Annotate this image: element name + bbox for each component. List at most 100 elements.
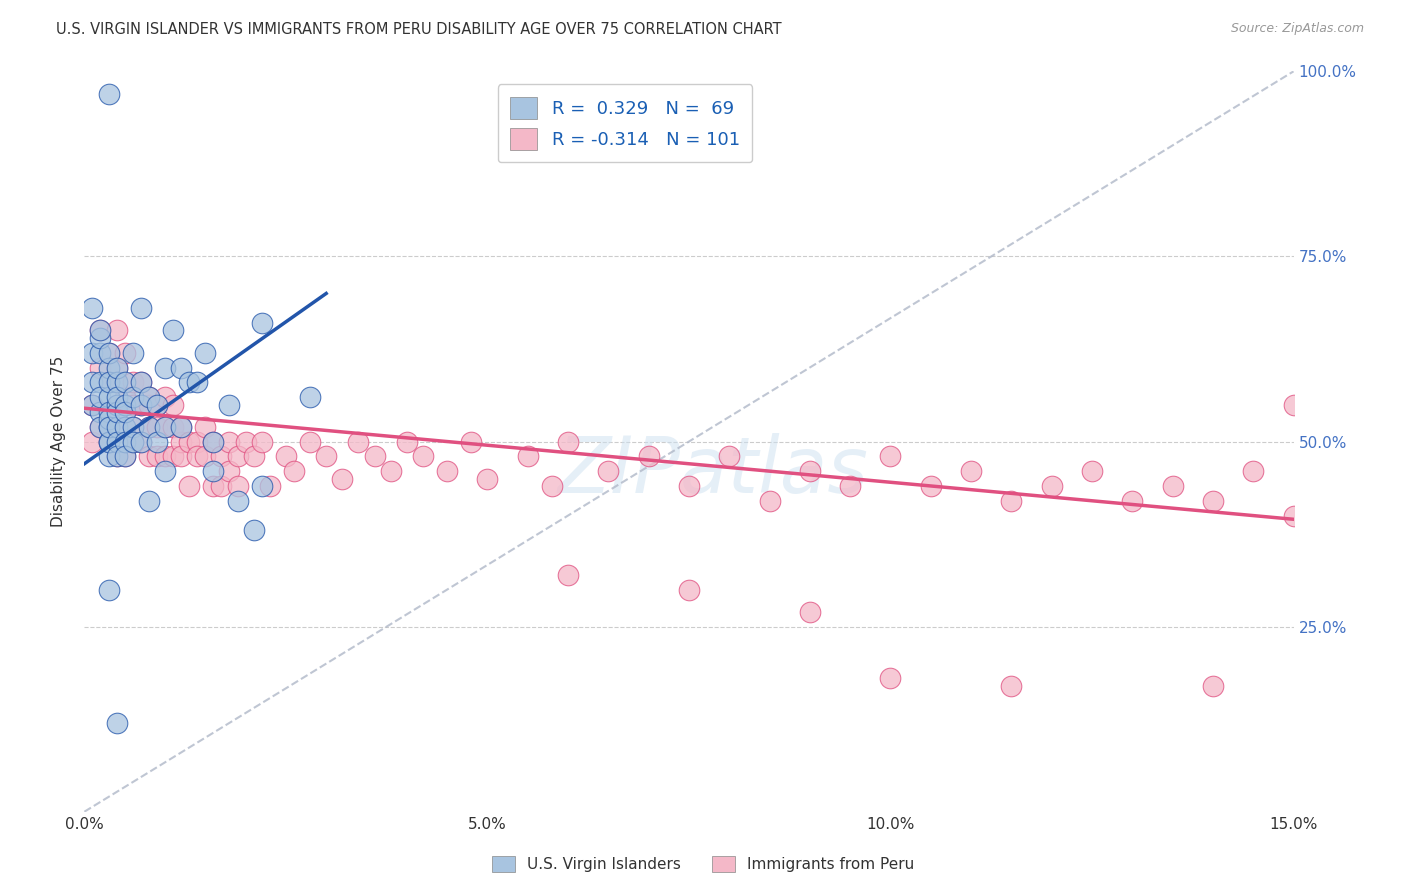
Point bbox=[250, 316, 273, 330]
Point bbox=[170, 434, 193, 449]
Point bbox=[153, 390, 176, 404]
Point bbox=[758, 493, 780, 508]
Point bbox=[114, 390, 136, 404]
Point bbox=[129, 376, 152, 390]
Point bbox=[250, 434, 273, 449]
Point bbox=[89, 390, 111, 404]
Point bbox=[162, 324, 184, 338]
Point bbox=[105, 450, 128, 464]
Point bbox=[218, 464, 240, 478]
Point bbox=[82, 434, 104, 449]
Point bbox=[1081, 464, 1104, 478]
Point bbox=[105, 450, 128, 464]
Point bbox=[97, 376, 120, 390]
Point bbox=[250, 479, 273, 493]
Point bbox=[460, 434, 482, 449]
Point bbox=[114, 450, 136, 464]
Y-axis label: Disability Age Over 75: Disability Age Over 75 bbox=[51, 356, 66, 527]
Point bbox=[97, 434, 120, 449]
Point bbox=[138, 419, 160, 434]
Point bbox=[114, 405, 136, 419]
Point bbox=[1000, 493, 1022, 508]
Point bbox=[179, 479, 201, 493]
Point bbox=[105, 390, 128, 404]
Point bbox=[97, 434, 120, 449]
Point bbox=[170, 419, 193, 434]
Point bbox=[879, 450, 901, 464]
Point bbox=[557, 567, 579, 582]
Point bbox=[153, 419, 176, 434]
Point bbox=[114, 345, 136, 359]
Point bbox=[242, 450, 264, 464]
Point bbox=[82, 301, 104, 316]
Point bbox=[114, 398, 136, 412]
Point bbox=[347, 434, 370, 449]
Point bbox=[186, 450, 208, 464]
Point bbox=[1000, 679, 1022, 693]
Point bbox=[242, 524, 264, 538]
Point bbox=[82, 398, 104, 412]
Point bbox=[380, 464, 402, 478]
Point bbox=[194, 345, 217, 359]
Point bbox=[121, 419, 143, 434]
Point bbox=[138, 390, 160, 404]
Point bbox=[129, 434, 152, 449]
Point bbox=[114, 434, 136, 449]
Point bbox=[330, 471, 353, 485]
Point bbox=[1161, 479, 1184, 493]
Text: U.S. VIRGIN ISLANDER VS IMMIGRANTS FROM PERU DISABILITY AGE OVER 75 CORRELATION : U.S. VIRGIN ISLANDER VS IMMIGRANTS FROM … bbox=[56, 22, 782, 37]
Point bbox=[557, 434, 579, 449]
Point bbox=[477, 471, 499, 485]
Point bbox=[170, 450, 193, 464]
Point bbox=[153, 360, 176, 375]
Point bbox=[146, 450, 169, 464]
Point bbox=[97, 419, 120, 434]
Point bbox=[138, 493, 160, 508]
Point bbox=[97, 345, 120, 359]
Point bbox=[114, 450, 136, 464]
Point bbox=[105, 434, 128, 449]
Point bbox=[138, 390, 160, 404]
Point bbox=[105, 360, 128, 375]
Point bbox=[121, 434, 143, 449]
Point bbox=[960, 464, 983, 478]
Point bbox=[920, 479, 942, 493]
Point bbox=[283, 464, 305, 478]
Point bbox=[799, 464, 821, 478]
Point bbox=[121, 419, 143, 434]
Point bbox=[146, 434, 169, 449]
Point bbox=[97, 376, 120, 390]
Point bbox=[97, 405, 120, 419]
Point bbox=[129, 398, 152, 412]
Point bbox=[209, 450, 232, 464]
Point bbox=[105, 419, 128, 434]
Point bbox=[153, 450, 176, 464]
Point bbox=[218, 434, 240, 449]
Point bbox=[194, 450, 217, 464]
Point bbox=[170, 360, 193, 375]
Point bbox=[202, 434, 225, 449]
Point bbox=[105, 715, 128, 730]
Point bbox=[89, 419, 111, 434]
Point bbox=[1202, 493, 1225, 508]
Point bbox=[259, 479, 281, 493]
Point bbox=[105, 376, 128, 390]
Point bbox=[412, 450, 434, 464]
Point bbox=[82, 398, 104, 412]
Point bbox=[121, 345, 143, 359]
Point bbox=[97, 434, 120, 449]
Point bbox=[598, 464, 620, 478]
Point bbox=[226, 479, 249, 493]
Point bbox=[146, 398, 169, 412]
Point bbox=[89, 324, 111, 338]
Point bbox=[138, 450, 160, 464]
Point bbox=[114, 376, 136, 390]
Point bbox=[105, 360, 128, 375]
Point bbox=[114, 419, 136, 434]
Point bbox=[1282, 398, 1305, 412]
Point bbox=[97, 582, 120, 597]
Point bbox=[97, 345, 120, 359]
Point bbox=[299, 390, 322, 404]
Point bbox=[146, 398, 169, 412]
Point bbox=[129, 301, 152, 316]
